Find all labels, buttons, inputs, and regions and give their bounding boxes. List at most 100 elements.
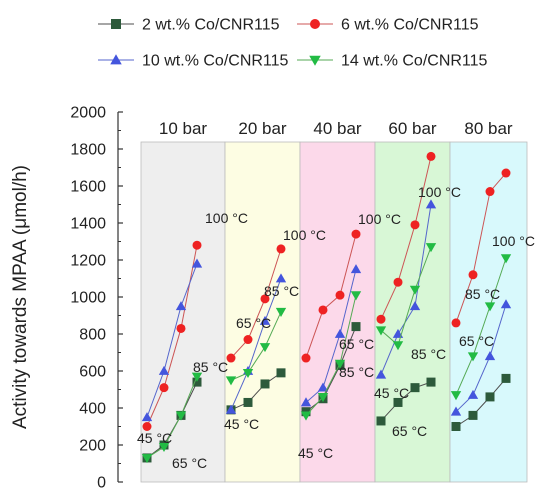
data-point [275, 307, 287, 317]
data-point [485, 187, 495, 197]
data-point [376, 314, 386, 324]
y-tick-label: 1800 [70, 142, 106, 159]
series-10-wt-co-cnr115 [141, 199, 512, 422]
series-line [455, 257, 507, 396]
data-point [317, 393, 329, 403]
data-point [176, 323, 186, 333]
data-point [300, 411, 312, 421]
data-point [317, 382, 329, 392]
temperature-annotation: 85 °C [264, 283, 299, 299]
data-point [259, 343, 271, 353]
data-point [191, 372, 203, 382]
data-point [410, 220, 420, 230]
temperature-annotation: 65 °C [172, 455, 207, 471]
series-line [230, 248, 282, 359]
y-tick-label: 200 [79, 438, 106, 455]
data-point [350, 291, 362, 301]
series-line [455, 172, 507, 324]
legend-label: 10 wt.% Co/CNR115 [142, 53, 289, 70]
series-line [455, 304, 507, 413]
temperature-annotation: 100 °C [492, 233, 535, 249]
data-point [243, 335, 253, 345]
series-line [455, 378, 507, 427]
temperature-annotation: 45 °C [137, 430, 172, 446]
series-line [380, 381, 432, 422]
data-point [375, 326, 387, 336]
data-point [159, 383, 169, 393]
data-point [484, 302, 496, 312]
data-point [450, 406, 462, 416]
data-point [192, 377, 202, 387]
data-point [485, 392, 495, 402]
legend-marker [310, 19, 320, 29]
data-point [158, 365, 170, 375]
data-point [426, 377, 436, 387]
temperature-annotation: 45 °C [298, 445, 333, 461]
data-point [225, 376, 237, 386]
data-point [451, 318, 461, 328]
series-line [305, 269, 357, 403]
data-point [301, 353, 311, 363]
series-line [305, 233, 357, 359]
series-line [380, 246, 432, 346]
legend-marker [110, 54, 122, 65]
y-axis-label: Activity towards MPAA (μmol/h) [10, 165, 31, 429]
data-point [175, 411, 187, 421]
series-line [146, 245, 198, 427]
temperature-annotation: 85 °C [339, 364, 374, 380]
data-point [426, 151, 436, 161]
data-point [318, 305, 328, 315]
data-point [260, 294, 270, 304]
data-point [500, 254, 512, 264]
y-tick-label: 600 [79, 364, 106, 381]
data-point [410, 383, 420, 393]
temperature-annotation: 45 °C [374, 385, 409, 401]
temperature-annotation: 85 °C [465, 286, 500, 302]
data-point [335, 290, 345, 300]
data-point [276, 244, 286, 254]
temperature-annotation: 65 °C [459, 333, 494, 349]
data-point [351, 229, 361, 239]
y-tick-label: 1000 [70, 290, 106, 307]
data-point [484, 351, 496, 361]
data-point [375, 369, 387, 379]
temperature-annotation: 65 °C [392, 423, 427, 439]
region-label-20-bar: 20 bar [238, 119, 287, 138]
data-point [141, 454, 153, 464]
data-point [500, 299, 512, 309]
legend-label: 14 wt.% Co/CNR115 [341, 53, 488, 70]
series-line [146, 376, 198, 459]
data-point [350, 264, 362, 274]
region-60-bar [374, 141, 451, 483]
data-point [191, 258, 203, 268]
region-label-40-bar: 40 bar [313, 119, 362, 138]
legend-item-6-wt-co-cnr115: 6 wt.% Co/CNR115 [297, 17, 479, 34]
data-point [158, 442, 170, 453]
data-point [468, 410, 478, 420]
data-point [425, 243, 437, 253]
data-point [334, 328, 346, 338]
data-point [243, 397, 253, 407]
series-line [230, 278, 282, 411]
temperature-annotation: 65 °C [339, 336, 374, 352]
data-point [300, 397, 312, 407]
temperature-annotation: 65 °C [236, 315, 271, 331]
region-20-bar [224, 141, 301, 483]
region-10-bar [140, 141, 226, 483]
temperature-annotation: 100 °C [205, 210, 248, 226]
data-point [501, 168, 511, 178]
temperature-annotation: 85 °C [411, 346, 446, 362]
data-point [392, 341, 404, 351]
legend-item-10-wt-co-cnr115: 10 wt.% Co/CNR115 [98, 53, 289, 70]
data-point [175, 301, 187, 311]
series-line [380, 204, 432, 375]
data-point [334, 359, 346, 369]
data-point [242, 368, 254, 379]
data-point [351, 322, 361, 332]
data-point [226, 353, 236, 363]
legend-marker [309, 55, 321, 66]
data-point [425, 199, 437, 209]
